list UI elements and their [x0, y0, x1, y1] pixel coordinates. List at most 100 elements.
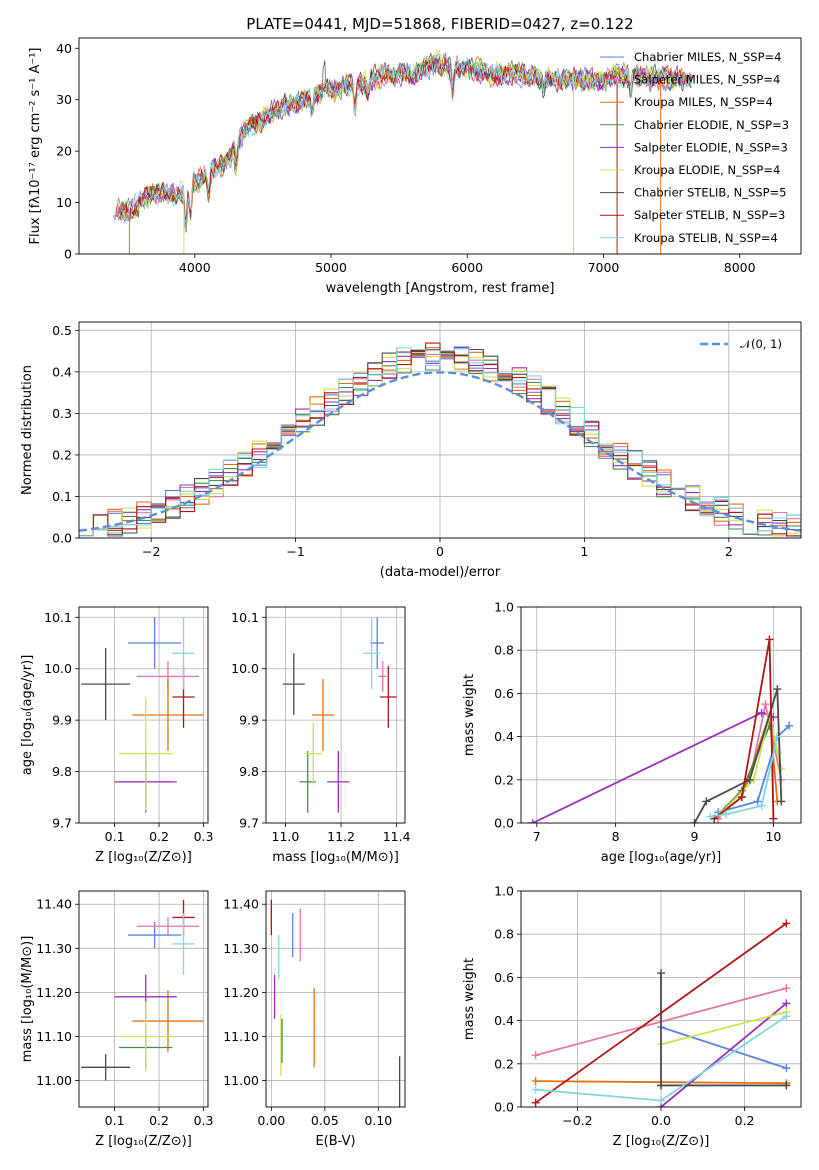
y-tick-label: 1.0: [494, 884, 514, 899]
y-tick-label: 11.10: [36, 1029, 72, 1044]
age_vs_Z-plot-area: [81, 617, 204, 813]
histogram-series: [79, 347, 801, 537]
y-axis-label: age [log₁₀(age/yr)]: [20, 655, 35, 776]
weight-point-marker: [777, 797, 786, 806]
x-tick-label: 0.0: [651, 1113, 671, 1128]
y-tick-label: 10.1: [231, 610, 259, 625]
x-tick-label: 8: [612, 829, 620, 844]
x-tick-label: 0.2: [149, 1113, 169, 1128]
y-tick-label: 9.8: [239, 764, 259, 779]
age_vs_Z-frame: [78, 606, 209, 824]
y-tick-label: 0.4: [494, 729, 514, 744]
x-tick-label: 10: [765, 829, 781, 844]
y-tick-label: 11.00: [223, 1073, 259, 1088]
x-tick-label: 2: [725, 544, 733, 559]
y-tick-label: 11.20: [36, 985, 72, 1000]
mass_vs_ebv-frame: [265, 890, 406, 1108]
weight-point-marker: [757, 708, 766, 717]
x-tick-label: −1: [286, 544, 304, 559]
mass_vs_Z-frame: [78, 890, 209, 1108]
x-axis-label: Z [log₁₀(Z/Z⊙)]: [613, 1134, 710, 1149]
weight_vs_age-axes: 7 8 9 10 0.0 0.2 0.4 0.6 0.8 1.0 age [log₁₀(age/yr…: [462, 600, 801, 865]
weight-point-marker: [782, 984, 791, 993]
legend-entry: Salpeter MILES, N_SSP=4: [634, 73, 780, 87]
weight-series-line: [713, 639, 775, 820]
x-tick-label: −0.2: [562, 1113, 592, 1128]
spectrum-series-line: [120, 59, 693, 220]
weight-point-marker: [531, 1098, 540, 1107]
age_vs_mass-plot-area: [282, 617, 397, 813]
x-tick-label: 0.10: [364, 1113, 392, 1128]
weight-point-marker: [657, 969, 665, 978]
y-tick-label: 40: [56, 41, 72, 56]
x-tick-label: 5000: [315, 260, 347, 275]
y-tick-label: 0.0: [494, 816, 514, 831]
legend-entry: Kroupa ELODIE, N_SSP=4: [634, 163, 780, 177]
y-tick-label: 0.0: [494, 1100, 514, 1115]
weight-point-marker: [761, 700, 770, 709]
weight-point-marker: [773, 732, 782, 741]
x-tick-label: 9: [691, 829, 699, 844]
weight-series-line: [710, 736, 779, 818]
weight-point-marker: [745, 775, 754, 784]
y-tick-label: 0.8: [494, 643, 514, 658]
x-tick-label: 0.3: [194, 1113, 214, 1128]
y-tick-label: 11.40: [36, 897, 72, 912]
weight-series-line: [660, 1011, 787, 1046]
x-tick-label: 11.2: [327, 829, 355, 844]
mass_vs_ebv-plot-area: [270, 899, 401, 1107]
mass_vs_ebv-axes: 0.00 0.05 0.10 11.00 11.10 11.20 11.30 11.40 E(B…: [223, 891, 405, 1149]
y-tick-label: 30: [56, 92, 72, 107]
y-tick-label: 0.6: [494, 970, 514, 985]
y-axis-label: mass weight: [462, 674, 477, 756]
y-tick-label: 0.5: [52, 323, 72, 338]
x-tick-label: 0.1: [105, 1113, 125, 1128]
y-axis-label: mass [log₁₀(M/M⊙)]: [20, 936, 35, 1063]
x-tick-label: 11.4: [383, 829, 411, 844]
spectrum-axes: 4000 5000 6000 7000 8000 0 10 20 30 40 wavelength …: [28, 41, 756, 296]
weight-point-marker: [657, 1081, 665, 1090]
y-axis-label: Flux [fλ10⁻¹⁷ erg cm⁻² s⁻¹ A⁻¹]: [28, 48, 43, 245]
x-tick-label: 1: [580, 544, 588, 559]
y-tick-label: 9.8: [52, 764, 72, 779]
y-tick-label: 0.1: [52, 489, 72, 504]
x-tick-label: 0.2: [149, 829, 169, 844]
residuals-legend: 𝒩(0, 1): [700, 337, 782, 351]
weight_vs_Z-axes: −0.2 0.0 0.2 0.0 0.2 0.4 0.6 0.8 1.0 Z [log₁₀(Z/Z…: [462, 884, 801, 1149]
weight-point-marker: [706, 812, 715, 821]
weight-point-marker: [757, 801, 766, 810]
spectrum-series-line: [121, 57, 692, 231]
weight_vs_age-frame: [520, 606, 802, 824]
y-axis-label: Normed distribution: [20, 365, 35, 495]
weight_vs_age-plot-area: [528, 635, 794, 823]
figure-title: PLATE=0441, MJD=51868, FIBERID=0427, z=0…: [246, 15, 633, 33]
x-axis-label: mass [log₁₀(M/M⊙)]: [272, 850, 399, 865]
legend-entry: Kroupa STELIB, N_SSP=4: [634, 231, 778, 245]
spectrum-plot-area: [112, 50, 693, 254]
legend-entry: 𝒩(0, 1): [740, 337, 782, 351]
y-tick-label: 9.9: [52, 713, 72, 728]
y-axis-label: mass weight: [462, 958, 477, 1040]
legend-entry: Kroupa MILES, N_SSP=4: [634, 95, 773, 109]
x-tick-label: 0.1: [105, 829, 125, 844]
weight-series-line: [660, 1002, 787, 1107]
y-tick-label: 0.2: [52, 447, 72, 462]
x-axis-label: Z [log₁₀(Z/Z⊙)]: [95, 850, 192, 865]
spectrum-series-line: [117, 55, 693, 233]
y-tick-label: 11.30: [223, 941, 259, 956]
y-tick-label: 9.9: [239, 713, 259, 728]
age_vs_Z-axes: 0.1 0.2 0.3 9.7 9.8 9.9 10.0 10.1 Z [log₁₀(Z/Z⊙)…: [20, 607, 213, 865]
weight-series-line: [693, 688, 783, 823]
y-tick-label: 10.0: [231, 661, 259, 676]
weight_vs_Z-plot-area: [531, 919, 791, 1107]
weight_vs_Z-frame: [520, 890, 802, 1108]
residuals-frame: [78, 321, 802, 539]
y-tick-label: 10: [56, 195, 72, 210]
y-tick-label: 11.40: [223, 897, 259, 912]
y-tick-label: 0: [64, 247, 72, 262]
y-tick-label: 0.4: [494, 1013, 514, 1028]
spectrum-legend: Chabrier MILES, N_SSP=4 Salpeter MILES, N…: [600, 50, 789, 245]
weight-point-marker: [528, 819, 537, 823]
weight-point-marker: [782, 1012, 791, 1021]
